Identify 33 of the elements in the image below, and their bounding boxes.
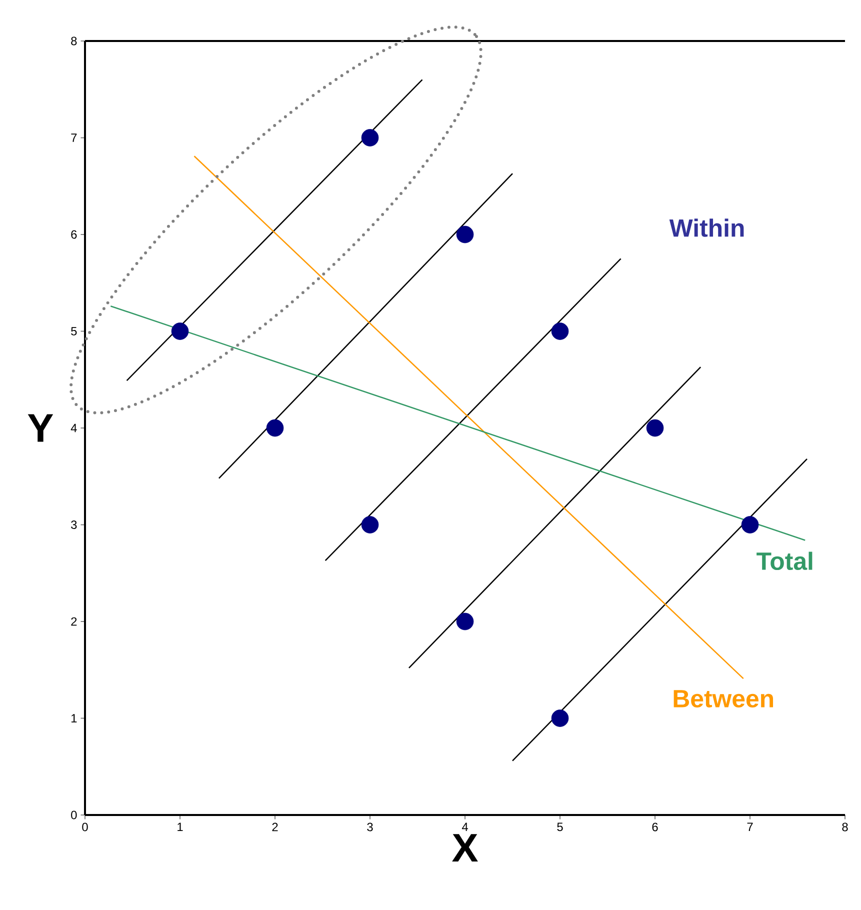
x-tick-label: 2 bbox=[272, 822, 278, 832]
x-tick-label: 8 bbox=[842, 822, 848, 832]
point bbox=[266, 419, 284, 437]
point bbox=[361, 129, 379, 146]
x-tick-label: 4 bbox=[462, 822, 468, 831]
point bbox=[551, 322, 569, 340]
annotation: Within bbox=[669, 218, 744, 237]
x-axis-title: X bbox=[452, 834, 478, 862]
x-tick-label: 0 bbox=[82, 822, 88, 832]
point bbox=[646, 419, 664, 437]
y-tick-label: 7 bbox=[71, 134, 77, 142]
x-tick-label: 1 bbox=[178, 822, 183, 831]
x-tick-label: 3 bbox=[367, 822, 373, 832]
point bbox=[551, 710, 569, 727]
point bbox=[456, 612, 474, 630]
point bbox=[361, 516, 379, 534]
x-tick-label: 5 bbox=[557, 822, 563, 832]
y-tick-label: 6 bbox=[71, 230, 77, 239]
y-tick-label: 0 bbox=[71, 810, 77, 820]
y-tick-label: 1 bbox=[71, 714, 77, 722]
y-tick-label: 2 bbox=[71, 617, 77, 626]
x-tick-label: 6 bbox=[652, 822, 658, 832]
series-label: Between bbox=[674, 690, 774, 708]
x-tick-label: 7 bbox=[747, 822, 753, 831]
point bbox=[741, 516, 759, 534]
point bbox=[171, 322, 189, 340]
y-tick-label: 4 bbox=[70, 424, 77, 432]
point bbox=[456, 226, 474, 244]
y-tick-label: 5 bbox=[71, 327, 77, 336]
y-tick-label: 3 bbox=[71, 520, 77, 529]
y-axis-title: Y bbox=[28, 414, 54, 442]
y-tick-label: 8 bbox=[71, 36, 77, 46]
series-label: Total bbox=[756, 552, 812, 570]
